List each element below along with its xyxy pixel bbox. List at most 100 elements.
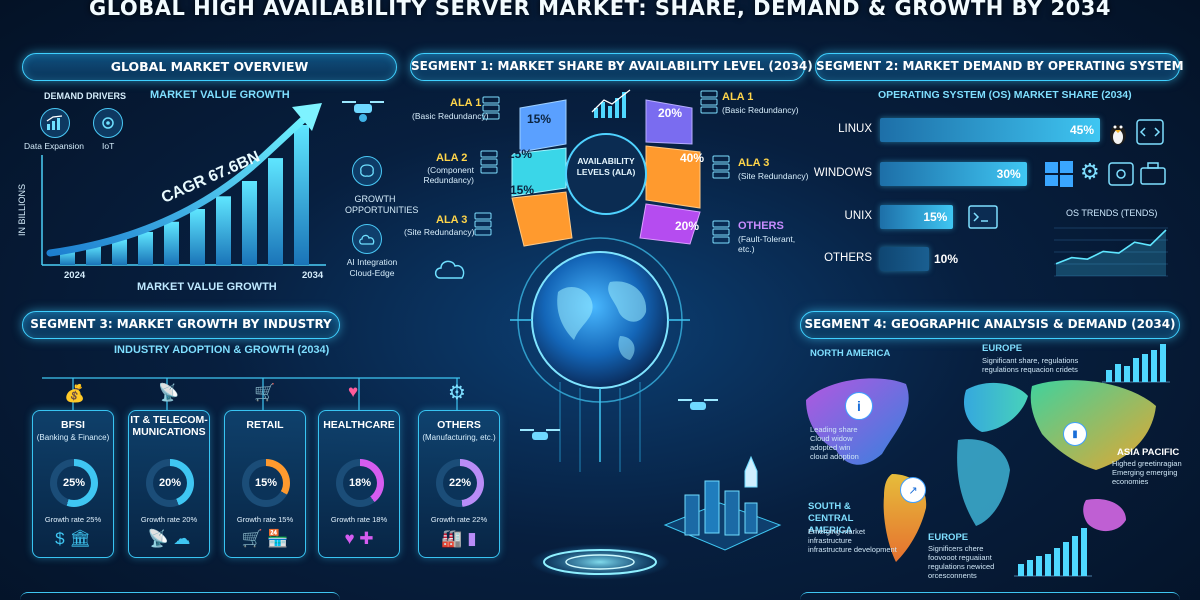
others-right-sub: (Fault-Tolerant, etc.) <box>738 234 796 254</box>
availability-center-label: AVAILABILITY LEVELS (ALA) <box>576 156 636 177</box>
others-right-title: OTHERS <box>738 220 784 232</box>
growth-bar <box>138 231 153 265</box>
industry-share-value: 18% <box>343 466 377 500</box>
linux-icon <box>1110 125 1126 145</box>
industry-title: RETAIL <box>246 419 284 431</box>
globe-illustration <box>510 237 690 580</box>
industry-donut: 15% <box>242 459 290 507</box>
server-icon <box>712 155 730 179</box>
industry-icons: ♥ ✚ <box>344 529 374 548</box>
os-trends-title: OS TRENDS (TENDS) <box>1066 208 1158 218</box>
growth-arrow-head <box>292 103 322 131</box>
gear-icon: ⚙ <box>1080 159 1100 184</box>
south-america-text: Emerging market infrastructure infrastru… <box>808 527 897 554</box>
os-label-others: OTHERS <box>824 252 872 264</box>
south-america-title: SOUTH & CENTRAL AMERICA <box>808 501 854 536</box>
industry-card: OTHERS (Manufacturing, etc.) 22% Growth rat… <box>418 410 500 558</box>
cloud-icon <box>352 224 382 254</box>
terminal-icon <box>968 205 998 229</box>
asia-pacific-text: Highed greetinragian Emerging emerging e… <box>1112 459 1182 486</box>
os-label-linux: LINUX <box>838 123 872 135</box>
industry-share-value: 22% <box>443 466 477 500</box>
availability-ring <box>511 99 701 247</box>
europe-bottom-bar-chart <box>1014 528 1092 577</box>
windows-icon <box>1045 161 1073 187</box>
industry-donut: 18% <box>336 459 384 507</box>
industry-donut: 25% <box>50 459 98 507</box>
os-value-unix: 15% <box>923 210 948 224</box>
industry-subtitle: (Banking & Finance) <box>36 433 110 442</box>
seg1-left-value-3: 15% <box>510 183 535 197</box>
page-title: GLOBAL HIGH AVAILABILITY SERVER MARKET: … <box>88 0 1112 20</box>
industry-donut: 20% <box>146 459 194 507</box>
growth-bar <box>190 209 205 265</box>
industry-title: IT & TELECOM-MUNICATIONS <box>130 414 208 438</box>
industry-card: RETAIL 15% Growth rate 15% 🛒 🏪 <box>224 410 306 558</box>
industry-title: HEALTHCARE <box>323 419 395 431</box>
ala1-left-title: ALA 1 <box>450 97 482 109</box>
europe-bottom-title: EUROPE <box>928 532 969 543</box>
bottom-right-bar <box>800 592 1180 600</box>
os-value-windows: 30% <box>996 167 1021 181</box>
iot-icon <box>93 108 123 138</box>
x-start-label: 2024 <box>64 270 86 281</box>
os-bar-unix <box>880 205 954 229</box>
industry-share-value: 15% <box>249 466 283 500</box>
market-value-growth-top: MARKET VALUE GROWTH <box>150 89 290 101</box>
os-label-unix: UNIX <box>844 210 872 222</box>
industry-donut: 22% <box>436 459 484 507</box>
europe-top-text: Significant share, regulations regulatio… <box>982 356 1079 374</box>
europe-bottom-text: Significers chere foovooot reguaiiant re… <box>928 544 995 580</box>
industry-growth-rate: Growth rate 22% <box>430 515 488 524</box>
growth-bar <box>294 125 309 265</box>
seg1-right-value-3: 20% <box>675 219 700 233</box>
ala1-left-segment <box>519 99 567 153</box>
ala2-left-title: ALA 2 <box>436 152 468 164</box>
ala3-left-segment <box>511 191 573 247</box>
os-bar-windows <box>880 162 1027 186</box>
x-end-label: 2034 <box>302 270 324 281</box>
server-icon <box>482 96 500 120</box>
driver-iot: IoT <box>102 141 115 151</box>
growth-bar <box>86 244 101 265</box>
industry-share-value: 20% <box>153 466 187 500</box>
segment2-sub: OPERATING SYSTEM (OS) MARKET SHARE (2034… <box>878 89 1132 101</box>
drone-icon <box>342 101 384 122</box>
ala2-left-sub: (Component Redundancy) <box>423 165 474 185</box>
industry-share-value: 25% <box>57 466 91 500</box>
os-value-others: 10% <box>934 252 959 266</box>
gear-icon: ⚙ <box>448 382 466 404</box>
os-bar-others <box>880 247 929 271</box>
industry-connector-lines <box>42 377 460 410</box>
segment2-header: SEGMENT 2: MARKET DEMAND BY OPERATING SY… <box>815 53 1184 81</box>
segment1-header: SEGMENT 1: MARKET SHARE BY AVAILABILITY … <box>410 53 813 81</box>
seg1-left-value-2: 25% <box>508 147 533 161</box>
segment4-header: SEGMENT 4: GEOGRAPHIC ANALYSIS & DEMAND … <box>800 311 1180 339</box>
asia-pacific-title: ASIA PACIFIC <box>1117 447 1180 458</box>
industry-growth-rate: Growth rate 15% <box>236 515 294 524</box>
ala2-left-segment <box>511 147 567 197</box>
ala1-right-segment <box>645 99 693 145</box>
growth-bar <box>216 196 231 265</box>
segment3-header: SEGMENT 3: MARKET GROWTH BY INDUSTRY <box>22 311 340 339</box>
drone-icon <box>520 429 560 440</box>
growth-bar <box>242 181 257 265</box>
growth-bar <box>112 239 127 265</box>
industry-subtitle: (Manufacturing, etc.) <box>422 433 496 442</box>
overview-header: GLOBAL MARKET OVERVIEW <box>22 53 397 81</box>
ala3-left-title: ALA 3 <box>436 214 468 226</box>
growth-bar <box>164 221 179 265</box>
industry-growth-rate: Growth rate 20% <box>140 515 198 524</box>
seg1-right-value-1: 20% <box>658 106 683 120</box>
driver-data-expansion: Data Expansion <box>24 141 85 151</box>
availability-center-circle <box>565 133 647 215</box>
drone-icon <box>678 399 718 410</box>
ala3-left-sub: (Site Redundancy) <box>404 227 475 237</box>
seg1-right-value-2: 40% <box>680 151 705 165</box>
industry-growth-rate: Growth rate 25% <box>44 515 102 524</box>
growth-pin-icon: ↗ <box>900 477 926 503</box>
europe-top-title: EUROPE <box>982 343 1023 354</box>
industry-card: IT & TELECOM-MUNICATIONS 20% Growth rate 2… <box>128 410 210 558</box>
info-pin-icon: i <box>845 392 873 420</box>
ala1-left-sub: (Basic Redundancy) <box>412 111 489 121</box>
